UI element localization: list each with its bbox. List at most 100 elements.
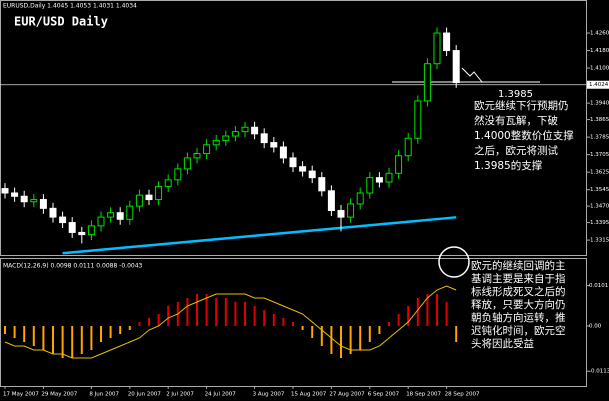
macd-bar <box>436 294 438 326</box>
candle-body <box>59 216 67 224</box>
macd-bar <box>100 326 102 342</box>
candle-body <box>193 153 201 159</box>
candle-body <box>231 131 239 137</box>
candle-body <box>356 192 364 205</box>
macd-bar <box>205 294 208 326</box>
macd-bar <box>215 298 218 326</box>
chart-title: EUR/USD Daily <box>14 15 108 29</box>
note-line: 迟钝化时间，欧元空 <box>471 324 566 337</box>
x-tick-label: 3 Aug 2007 <box>253 392 285 398</box>
y-tick-label: 1.3785 <box>590 135 609 141</box>
candle-body <box>126 205 134 220</box>
chart-header: EURUSD,Daily 1.4045 1.4053 1.4031 1.4034 <box>3 3 137 10</box>
macd-bar <box>157 314 160 326</box>
macd-label: MACD(12,26,9) 0.0098 0.0111 0.0088 -0.00… <box>3 263 143 270</box>
candle-body <box>433 32 441 65</box>
note-line: 1.4000整数价位支撑 <box>474 129 574 142</box>
y2-tick-label: 0.00 <box>589 324 602 330</box>
moving-average <box>62 216 457 255</box>
macd-bar <box>455 326 458 342</box>
y2-tick-label: 0.0101 <box>589 283 608 289</box>
macd-bar <box>397 314 400 326</box>
note-line: 朝负轴方向运转，推 <box>471 311 566 324</box>
macd-bar <box>282 318 285 326</box>
candle-body <box>78 231 86 236</box>
macd-bar <box>80 326 83 354</box>
candle-body <box>327 190 335 212</box>
macd-bar <box>52 326 54 354</box>
y2-tick-label: -0.0113 <box>589 369 609 375</box>
note-line: 1.3985的支撑 <box>474 159 543 172</box>
macd-line <box>4 285 457 359</box>
candle-body <box>20 195 28 203</box>
candle-body <box>183 157 191 170</box>
macd-bar <box>61 326 64 358</box>
macd-bar <box>301 326 304 330</box>
y-tick-label: 1.3625 <box>590 170 609 176</box>
y-tick-label: 1.3315 <box>590 238 609 244</box>
note-line: 基调主要是来自于指 <box>471 272 566 285</box>
macd-bar <box>378 326 381 334</box>
macd-bar <box>311 326 314 338</box>
candle-body <box>289 157 297 168</box>
macd-bar <box>445 302 448 326</box>
candle-body <box>135 194 143 207</box>
candle-body <box>1 188 9 194</box>
macd-bar <box>330 326 333 354</box>
price-pane <box>0 0 587 256</box>
candle-body <box>443 32 451 52</box>
macd-bar <box>186 298 189 326</box>
x-tick-label: 17 May 2007 <box>3 392 39 398</box>
candle-body <box>222 135 230 141</box>
macd-bar <box>244 302 246 326</box>
candle-body <box>423 63 431 102</box>
last-price-box <box>587 80 609 89</box>
candle-body <box>11 192 19 197</box>
macd-bar <box>349 326 352 354</box>
x-tick-label: 8 Jun 2007 <box>89 392 119 398</box>
macd-bar <box>128 326 131 330</box>
y-tick-label: 1.3470 <box>590 204 609 210</box>
candle-body <box>203 144 211 155</box>
candle-body <box>145 194 153 201</box>
candle-body <box>155 185 163 201</box>
highlight-circle <box>438 246 470 278</box>
y-tick-label: 1.3545 <box>590 187 609 193</box>
note-line: 释放，只要大方向仍 <box>471 298 566 311</box>
x-tick-label: 18 Sep 2007 <box>406 392 441 398</box>
support-label: 1.3985 <box>498 89 533 100</box>
candle-body <box>30 199 38 203</box>
candle-body <box>174 168 182 181</box>
candle-body <box>366 177 374 194</box>
candle-body <box>68 222 76 233</box>
macd-bar <box>90 326 93 350</box>
candle-body <box>385 172 393 183</box>
candle-body <box>318 177 326 192</box>
macd-bar <box>23 326 26 342</box>
candle-body <box>279 146 287 159</box>
macd-bar <box>148 318 150 326</box>
y-tick-label: 1.4100 <box>590 66 609 72</box>
macd-bar <box>167 306 170 326</box>
candle-body <box>97 216 105 227</box>
candle-body <box>375 177 383 183</box>
candle-body <box>347 203 355 218</box>
macd-bar <box>368 326 371 342</box>
candle-body <box>241 126 249 133</box>
note-line: 标线形成死叉之后的 <box>471 285 566 298</box>
x-tick-label: 2 Jul 2007 <box>166 392 194 398</box>
candle-body <box>404 137 412 157</box>
note-line: 头将因此受益 <box>471 337 534 350</box>
candle-body <box>107 212 115 218</box>
candle-body <box>452 50 460 84</box>
x-tick-label: 24 Jul 2007 <box>205 392 237 398</box>
macd-bar <box>13 326 16 338</box>
candle-body <box>251 126 259 135</box>
candle-body <box>299 166 307 172</box>
macd-bar <box>292 322 294 326</box>
candle-body <box>116 212 124 220</box>
macd-bar <box>359 326 362 350</box>
candle-body <box>39 199 47 209</box>
candle-body <box>308 170 316 179</box>
